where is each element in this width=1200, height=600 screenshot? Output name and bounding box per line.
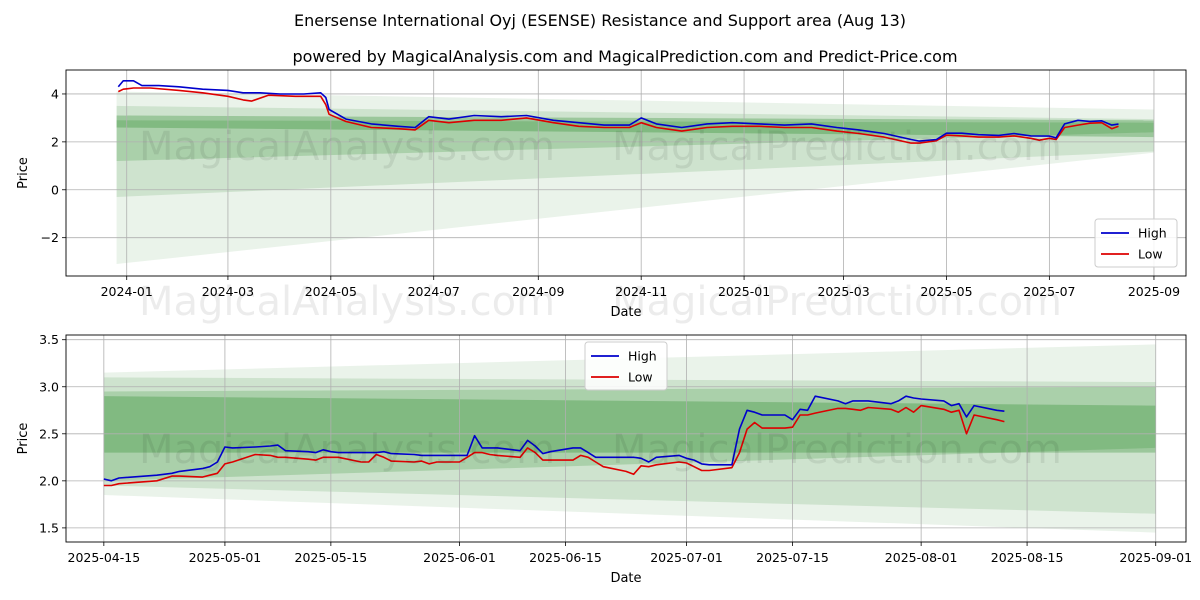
watermark-bottom-left: MagicalAnalysis.com <box>139 427 555 473</box>
x-tick-label: 2025-01 <box>718 284 770 299</box>
y-tick-label: 2 <box>51 134 59 149</box>
y-tick-label: 3.5 <box>39 332 59 347</box>
x-tick-label: 2025-07-01 <box>650 550 723 565</box>
watermark-top-left: MagicalAnalysis.com <box>139 124 555 170</box>
chart-subtitle: powered by MagicalAnalysis.com and Magic… <box>292 47 957 66</box>
y-tick-label: 1.5 <box>39 520 59 535</box>
x-tick-label: 2025-07 <box>1023 284 1075 299</box>
band-2 <box>116 105 1154 197</box>
series-line-high <box>117 80 1119 142</box>
legend-label-low: Low <box>628 370 653 385</box>
band-2 <box>103 377 1156 514</box>
legend-label-high: High <box>628 349 657 364</box>
x-axis-label: Date <box>610 571 641 586</box>
chart-title: Enersense International Oyj (ESENSE) Res… <box>294 11 906 30</box>
x-tick-label: 2024-05 <box>305 284 357 299</box>
band-1 <box>116 120 1154 162</box>
band-3 <box>116 91 1154 265</box>
y-tick-label: 2.5 <box>39 426 59 441</box>
x-tick-label: 2025-05 <box>920 284 972 299</box>
x-tick-label: 2025-06-15 <box>529 550 602 565</box>
y-tick-label: −2 <box>41 230 59 245</box>
x-tick-label: 2025-09 <box>1128 284 1180 299</box>
x-tick-label: 2025-08-15 <box>991 550 1064 565</box>
support-resistance-bands <box>116 91 1154 265</box>
watermark-top-right: MagicalPrediction.com <box>612 124 1062 170</box>
x-tick-label: 2025-05-15 <box>295 550 368 565</box>
bottom-panel: 2025-04-15 2025-05-01 2025-05-15 2025-06-01… <box>16 332 1192 586</box>
top-panel: 2024-01 2024-03 2024-05 2024-07 2024-09 2024-… <box>16 69 1187 320</box>
x-tick-label: 2025-05-01 <box>189 550 262 565</box>
x-tick-label: 2025-08-01 <box>885 550 958 565</box>
x-tick-label: 2024-11 <box>615 284 667 299</box>
x-tick-label: 2025-03 <box>817 284 869 299</box>
y-axis-label: Price <box>16 157 31 189</box>
plot-frame <box>65 334 1187 543</box>
y-tick-label: 4 <box>51 86 59 101</box>
y-tick-label: 2.0 <box>39 473 59 488</box>
x-tick-label: 2024-01 <box>101 284 153 299</box>
legend-label-low: Low <box>1138 247 1163 262</box>
watermark-bottom-right: MagicalPrediction.com <box>612 427 1062 473</box>
band-0 <box>116 115 1154 138</box>
x-axis-label: Date <box>610 305 641 320</box>
x-tick-label: 2025-06-01 <box>423 550 496 565</box>
watermark-middle-left: MagicalAnalysis.com <box>139 279 555 325</box>
legend: High Low <box>584 341 668 391</box>
band-3 <box>103 344 1156 533</box>
y-tick-label: 0 <box>51 182 59 197</box>
series-lines <box>103 395 1005 487</box>
legend-box <box>584 341 668 391</box>
x-tick-label: 2024-09 <box>512 284 564 299</box>
legend: High Low <box>1094 218 1178 268</box>
series-line-high <box>103 395 1005 482</box>
y-axis-label: Price <box>16 423 31 455</box>
series-line-low <box>103 404 1005 487</box>
x-tick-label: 2024-07 <box>408 284 460 299</box>
x-tick-label: 2024-03 <box>202 284 254 299</box>
x-tick-label: 2025-07-15 <box>756 550 829 565</box>
x-tick-label: 2025-04-15 <box>68 550 141 565</box>
legend-label-high: High <box>1138 226 1167 241</box>
series-lines <box>117 80 1119 144</box>
watermark-middle-right: MagicalPrediction.com <box>612 279 1062 325</box>
series-line-low <box>117 87 1119 144</box>
y-tick-label: 3.0 <box>39 379 59 394</box>
x-tick-label: 2025-09-01 <box>1119 550 1192 565</box>
legend-box <box>1094 218 1178 268</box>
plot-frame <box>65 69 1187 277</box>
